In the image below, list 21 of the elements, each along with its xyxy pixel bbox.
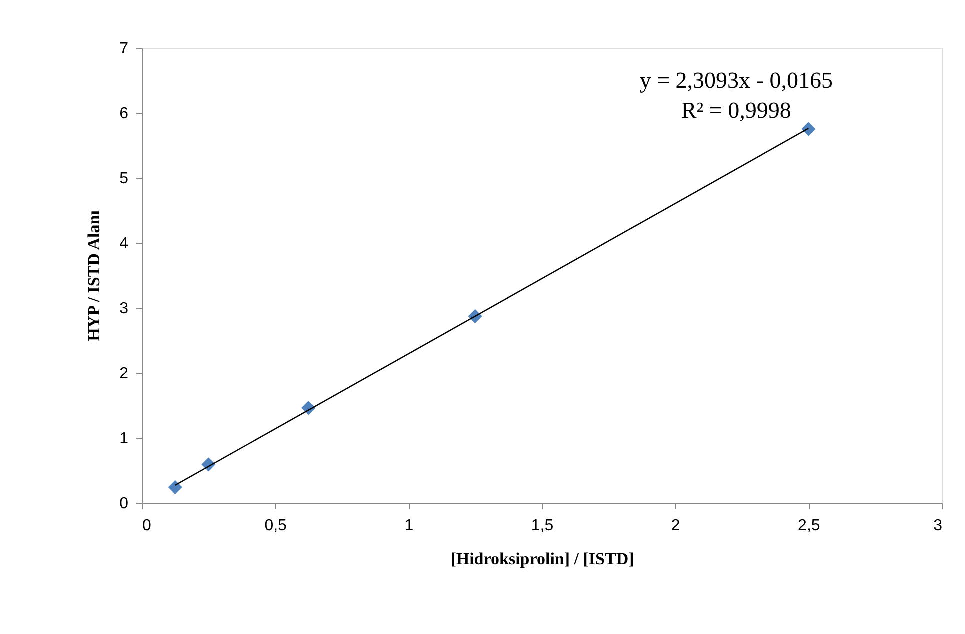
x-tick-label: 3 — [934, 518, 943, 534]
annotation: y = 2,3093x - 0,0165 — [640, 68, 833, 93]
y-tick-label: 0 — [120, 496, 129, 512]
y-tick-label: 6 — [120, 106, 129, 122]
x-tick-label: 1,5 — [531, 518, 554, 534]
x-tick-label: 0 — [142, 518, 152, 534]
y-tick-label: 5 — [120, 170, 129, 188]
y-axis-title: HYP / ISTD Alanı — [84, 210, 104, 342]
x-tick-label: 2,5 — [798, 518, 820, 534]
x-tick-label: 1 — [404, 518, 414, 534]
y-tick-label: 4 — [120, 236, 129, 252]
y-tick-label: 3 — [120, 300, 129, 318]
point — [168, 480, 182, 494]
point — [802, 122, 816, 136]
annotation: R² = 0,9998 — [681, 98, 792, 123]
y-tick-label: 1 — [120, 430, 129, 448]
x-axis-title: [Hidroksiprolin] / [ISTD] — [450, 550, 634, 568]
y-tick-label: 2 — [120, 366, 129, 382]
x-tick-label: 0,5 — [264, 518, 288, 534]
y-tick-label: 7 — [120, 40, 129, 58]
x-tick-label: 2 — [671, 518, 680, 534]
